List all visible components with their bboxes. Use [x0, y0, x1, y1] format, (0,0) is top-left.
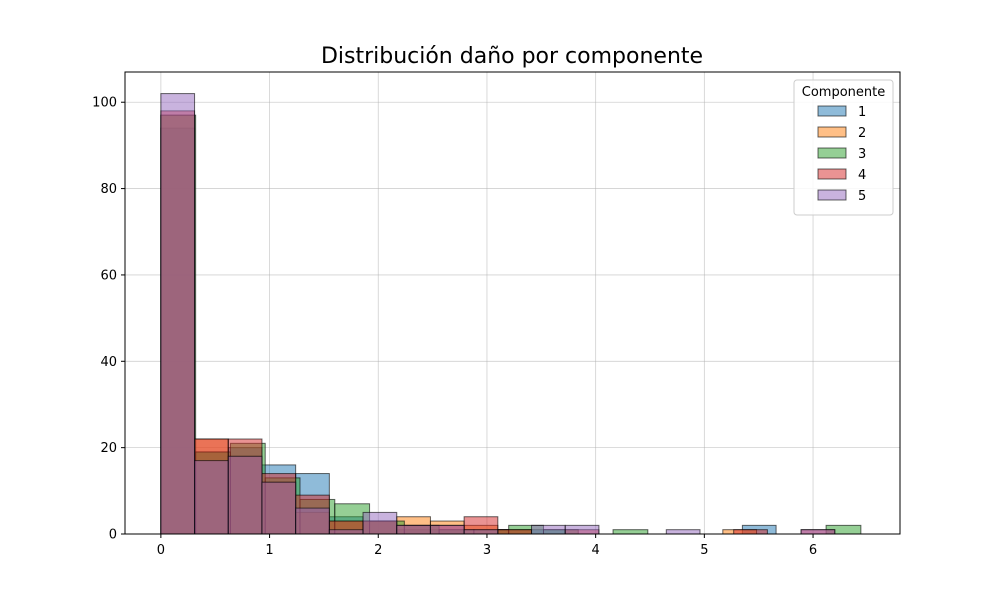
- histogram-bar: [261, 481, 297, 535]
- histogram-bar: [665, 529, 701, 535]
- legend-swatch: [817, 147, 847, 159]
- histogram-bar: [194, 460, 229, 535]
- histogram-bar: [531, 524, 566, 535]
- x-tick-label: 2: [374, 543, 382, 558]
- legend-swatch: [817, 189, 847, 201]
- legend-label: 4: [858, 168, 866, 183]
- chart-title: Distribución daño por componente: [321, 44, 703, 69]
- y-tick-label: 60: [100, 268, 117, 283]
- legend-label: 3: [858, 147, 866, 162]
- x-tick-label: 1: [265, 543, 273, 558]
- series-5: [160, 93, 836, 535]
- histogram-bar: [396, 524, 431, 535]
- x-tick-label: 6: [809, 543, 817, 558]
- x-tick-label: 3: [483, 543, 491, 558]
- histogram-bar: [612, 529, 649, 535]
- histogram-bar: [800, 529, 836, 535]
- histogram-bar: [295, 507, 330, 535]
- histogram-bar: [328, 529, 364, 535]
- y-tick-label: 0: [109, 528, 117, 543]
- histogram-bar: [160, 93, 196, 535]
- histogram-bar: [733, 529, 768, 535]
- plot-frame: [124, 71, 901, 535]
- x-tick-label: 0: [157, 543, 165, 558]
- legend-title: Componente: [802, 85, 885, 100]
- y-tick-label: 100: [92, 96, 117, 111]
- legend-swatch: [817, 126, 847, 138]
- legend-label: 1: [858, 105, 866, 120]
- bars: [160, 93, 862, 535]
- x-tick-label: 4: [592, 543, 600, 558]
- histogram-bar: [362, 511, 398, 535]
- histogram-bar: [463, 529, 499, 535]
- legend: Componente 1 2 3 4 5: [793, 79, 894, 216]
- legend-label: 5: [858, 189, 866, 204]
- y-tick-label: 20: [100, 441, 117, 456]
- histogram-bar: [429, 524, 465, 535]
- legend-label: 2: [858, 126, 866, 141]
- legend-swatch: [817, 105, 847, 117]
- histogram-bar: [227, 455, 263, 535]
- histogram-bar: [497, 529, 533, 535]
- x-tick-label: 5: [700, 543, 708, 558]
- y-tick-label: 40: [100, 355, 117, 370]
- grid: [125, 72, 900, 535]
- histogram-bar: [564, 524, 600, 535]
- legend-swatch: [817, 168, 847, 180]
- y-tick-label: 80: [100, 182, 117, 197]
